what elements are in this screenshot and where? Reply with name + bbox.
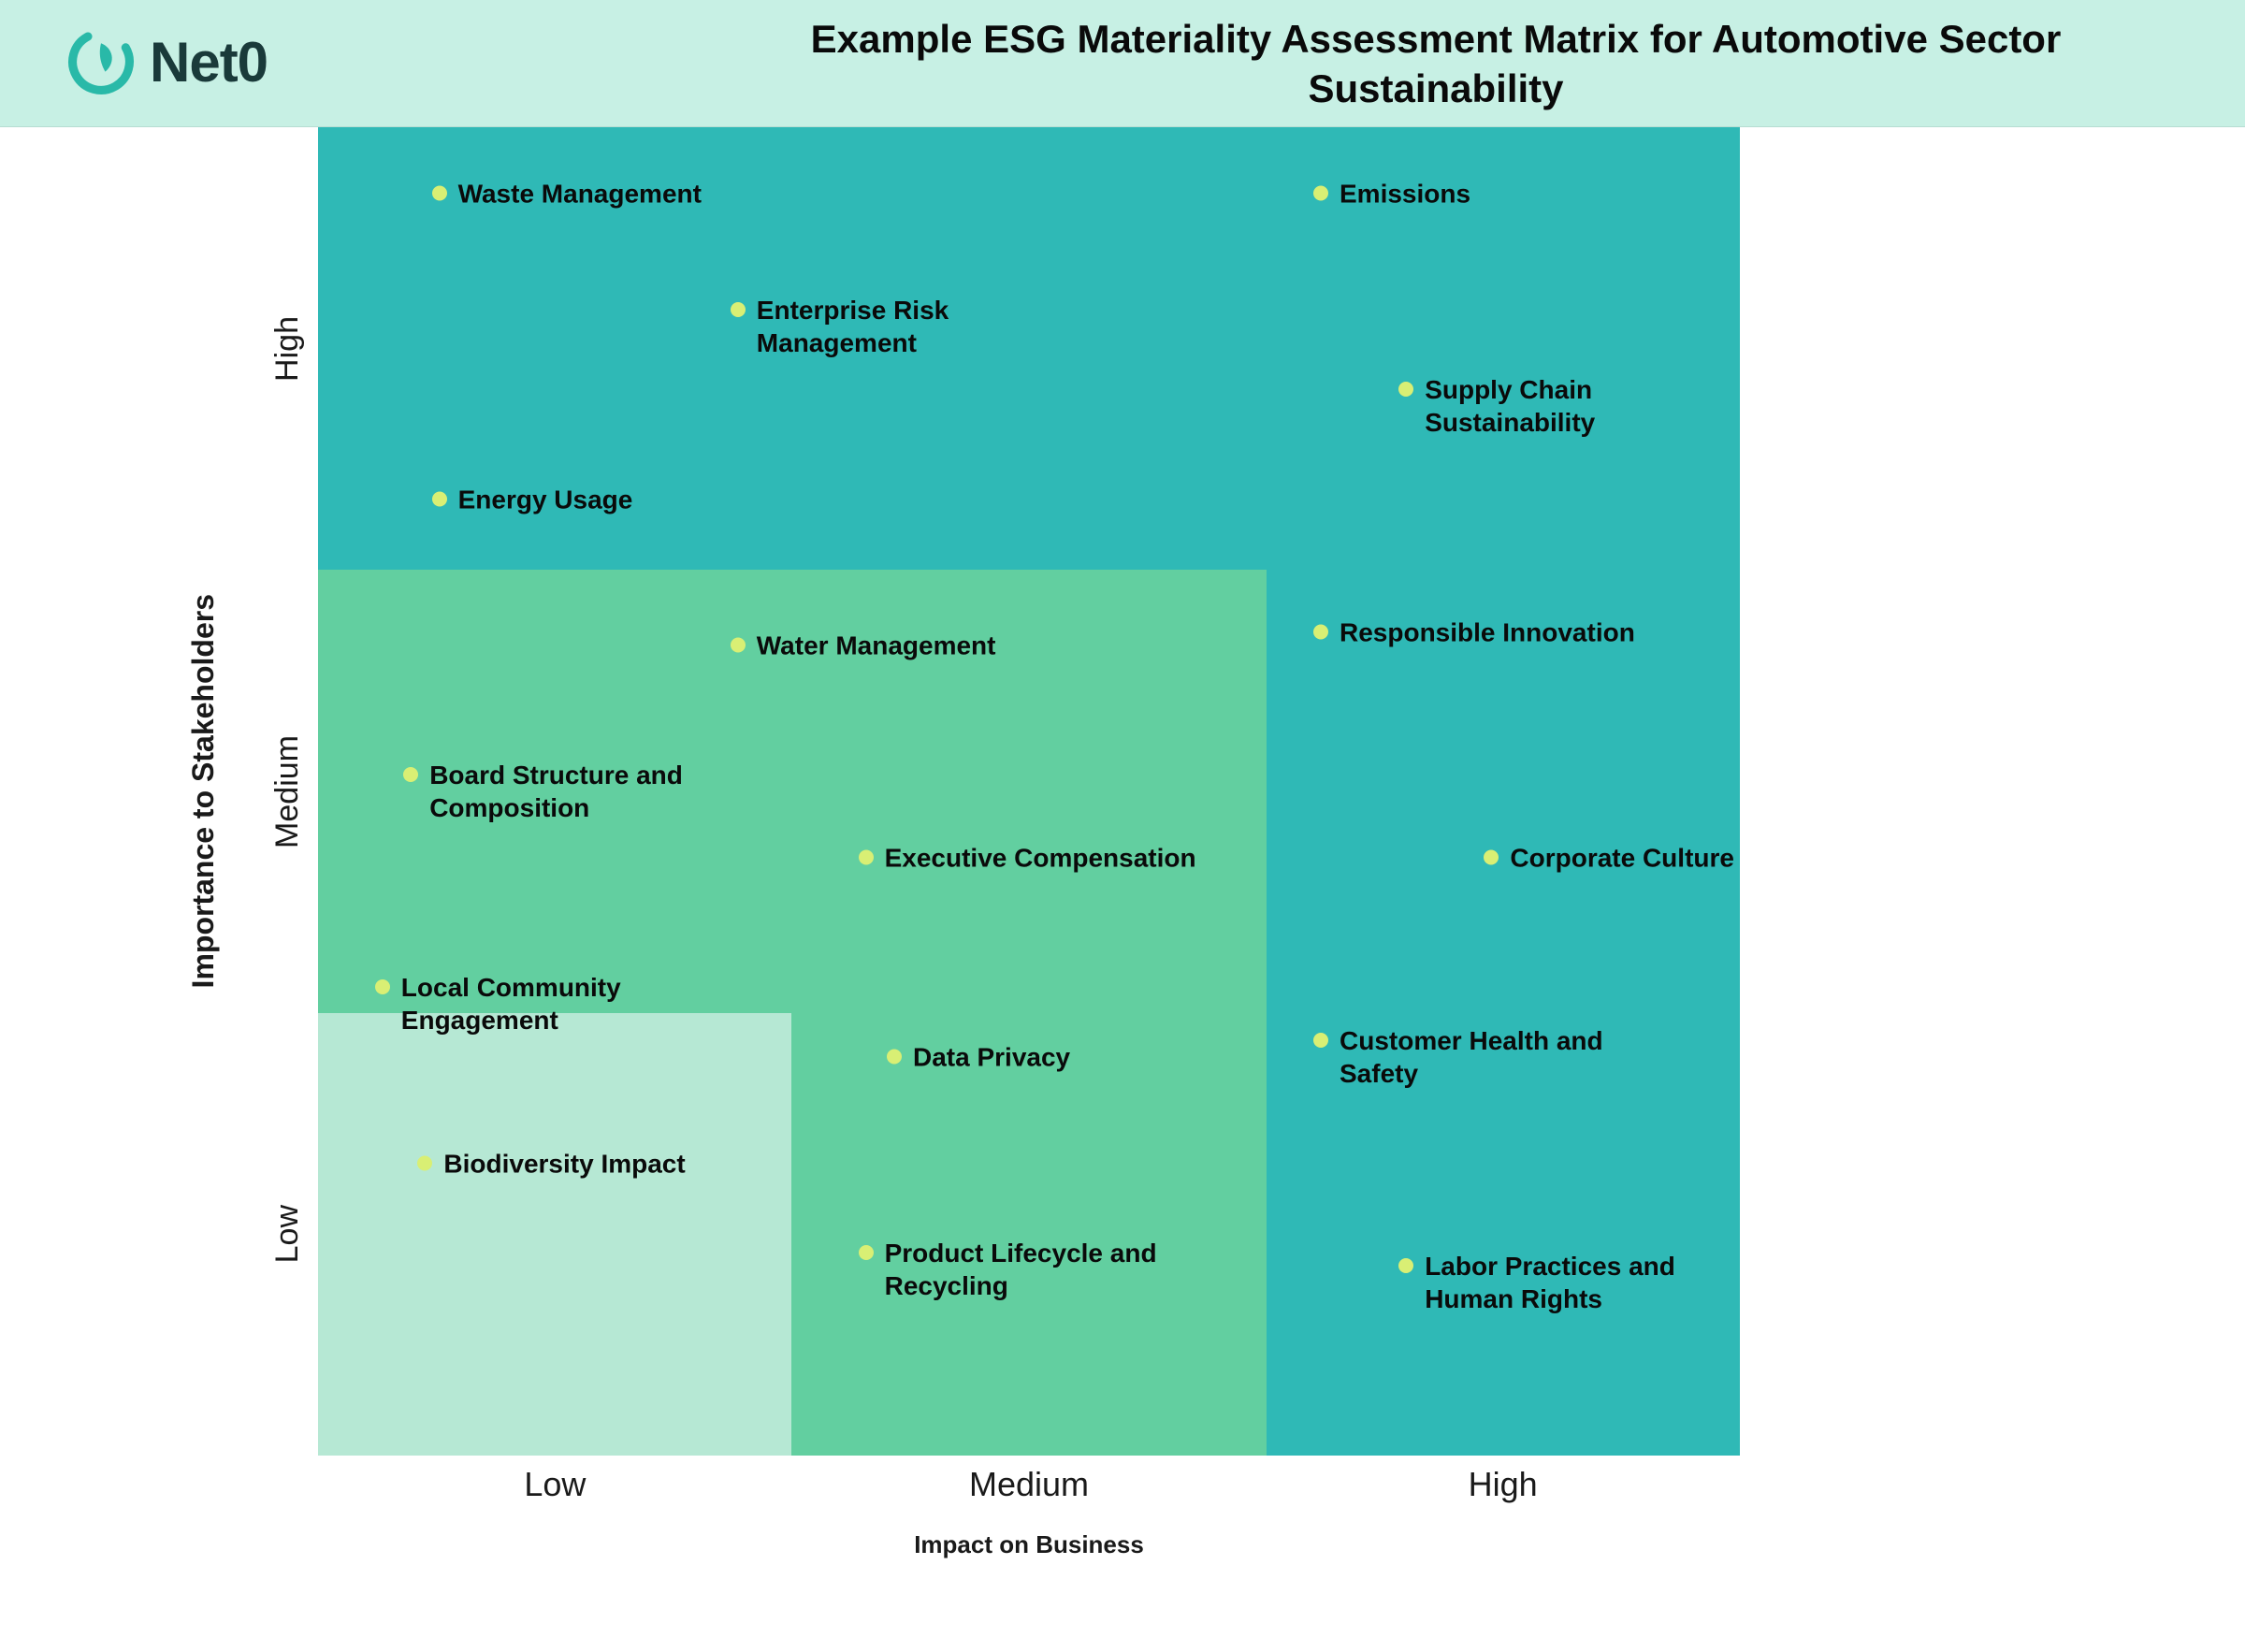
bullet-dot-icon	[859, 850, 874, 865]
x-axis-ticks: Low Medium High	[318, 1465, 1740, 1521]
matrix-point-label: Customer Health and Safety	[1340, 1024, 1669, 1090]
tier-low	[318, 1013, 791, 1456]
matrix-point-label: Supply Chain Sustainability	[1425, 373, 1740, 439]
x-axis-label: Impact on Business	[318, 1530, 1740, 1559]
bullet-dot-icon	[731, 637, 746, 652]
header-bar: Net0 Example ESG Materiality Assessment …	[0, 0, 2245, 127]
y-tick-medium: Medium	[262, 570, 313, 1012]
matrix-point-label: Executive Compensation	[885, 842, 1196, 875]
bullet-dot-icon	[887, 1050, 902, 1065]
page: Net0 Example ESG Materiality Assessment …	[0, 0, 2245, 1652]
x-tick-high: High	[1266, 1465, 1740, 1521]
matrix-point-label: Responsible Innovation	[1340, 616, 1635, 648]
matrix-point: Customer Health and Safety	[1313, 1024, 1669, 1090]
bullet-dot-icon	[859, 1245, 874, 1260]
matrix-point: Labor Practices and Human Rights	[1398, 1250, 1740, 1315]
y-tick-low: Low	[262, 1013, 313, 1456]
matrix-point: Responsible Innovation	[1313, 616, 1635, 648]
bullet-dot-icon	[1398, 382, 1413, 397]
matrix-point: Data Privacy	[887, 1041, 1070, 1074]
matrix-point-label: Corporate Culture	[1510, 842, 1734, 875]
matrix-point: Water Management	[731, 629, 996, 661]
bullet-dot-icon	[1313, 1033, 1328, 1048]
matrix-point-label: Emissions	[1340, 178, 1470, 210]
bullet-dot-icon	[417, 1155, 432, 1170]
matrix-point: Board Structure and Composition	[403, 759, 759, 824]
matrix-point-label: Energy Usage	[458, 483, 633, 515]
bullet-dot-icon	[1313, 186, 1328, 201]
y-axis-label: Importance to Stakeholders	[180, 127, 226, 1456]
matrix-point: Energy Usage	[432, 483, 633, 515]
matrix-point: Product Lifecycle and Recycling	[859, 1237, 1214, 1302]
matrix-point-label: Enterprise Risk Management	[757, 294, 1086, 359]
y-tick-high: High	[262, 127, 313, 570]
matrix-point-label: Labor Practices and Human Rights	[1425, 1250, 1740, 1315]
matrix-point: Corporate Culture	[1484, 842, 1734, 875]
x-tick-medium: Medium	[792, 1465, 1267, 1521]
matrix-point-label: Biodiversity Impact	[443, 1147, 685, 1180]
bullet-dot-icon	[1484, 850, 1499, 865]
matrix-point: Biodiversity Impact	[417, 1147, 685, 1180]
bullet-dot-icon	[403, 767, 418, 782]
matrix-point-label: Water Management	[757, 629, 996, 661]
bullet-dot-icon	[1398, 1258, 1413, 1273]
matrix-point: Waste Management	[432, 178, 702, 210]
page-title: Example ESG Materiality Assessment Matri…	[683, 15, 2189, 113]
bullet-dot-icon	[432, 186, 447, 201]
matrix-point-label: Local Community Engagement	[401, 971, 731, 1036]
y-axis-ticks: Low Medium High	[262, 127, 313, 1456]
bullet-dot-icon	[432, 491, 447, 506]
matrix-point: Supply Chain Sustainability	[1398, 373, 1740, 439]
bullet-dot-icon	[375, 979, 390, 994]
x-tick-low: Low	[318, 1465, 792, 1521]
matrix-point: Emissions	[1313, 178, 1470, 210]
matrix-point-label: Board Structure and Composition	[429, 759, 759, 824]
matrix-point-label: Data Privacy	[913, 1041, 1070, 1074]
leaf-swirl-icon	[65, 26, 137, 97]
matrix-point: Executive Compensation	[859, 842, 1196, 875]
matrix-point: Enterprise Risk Management	[731, 294, 1086, 359]
matrix-point: Local Community Engagement	[375, 971, 731, 1036]
plot-area: Waste Management Emissions Enterprise Risk…	[318, 127, 1740, 1456]
brand-logo: Net0	[65, 26, 268, 97]
matrix-point-label: Waste Management	[458, 178, 702, 210]
bullet-dot-icon	[1313, 624, 1328, 639]
materiality-matrix: Importance to Stakeholders Low Medium Hi…	[224, 127, 2189, 1587]
matrix-point-label: Product Lifecycle and Recycling	[885, 1237, 1214, 1302]
brand-name: Net0	[150, 30, 268, 94]
bullet-dot-icon	[731, 302, 746, 317]
